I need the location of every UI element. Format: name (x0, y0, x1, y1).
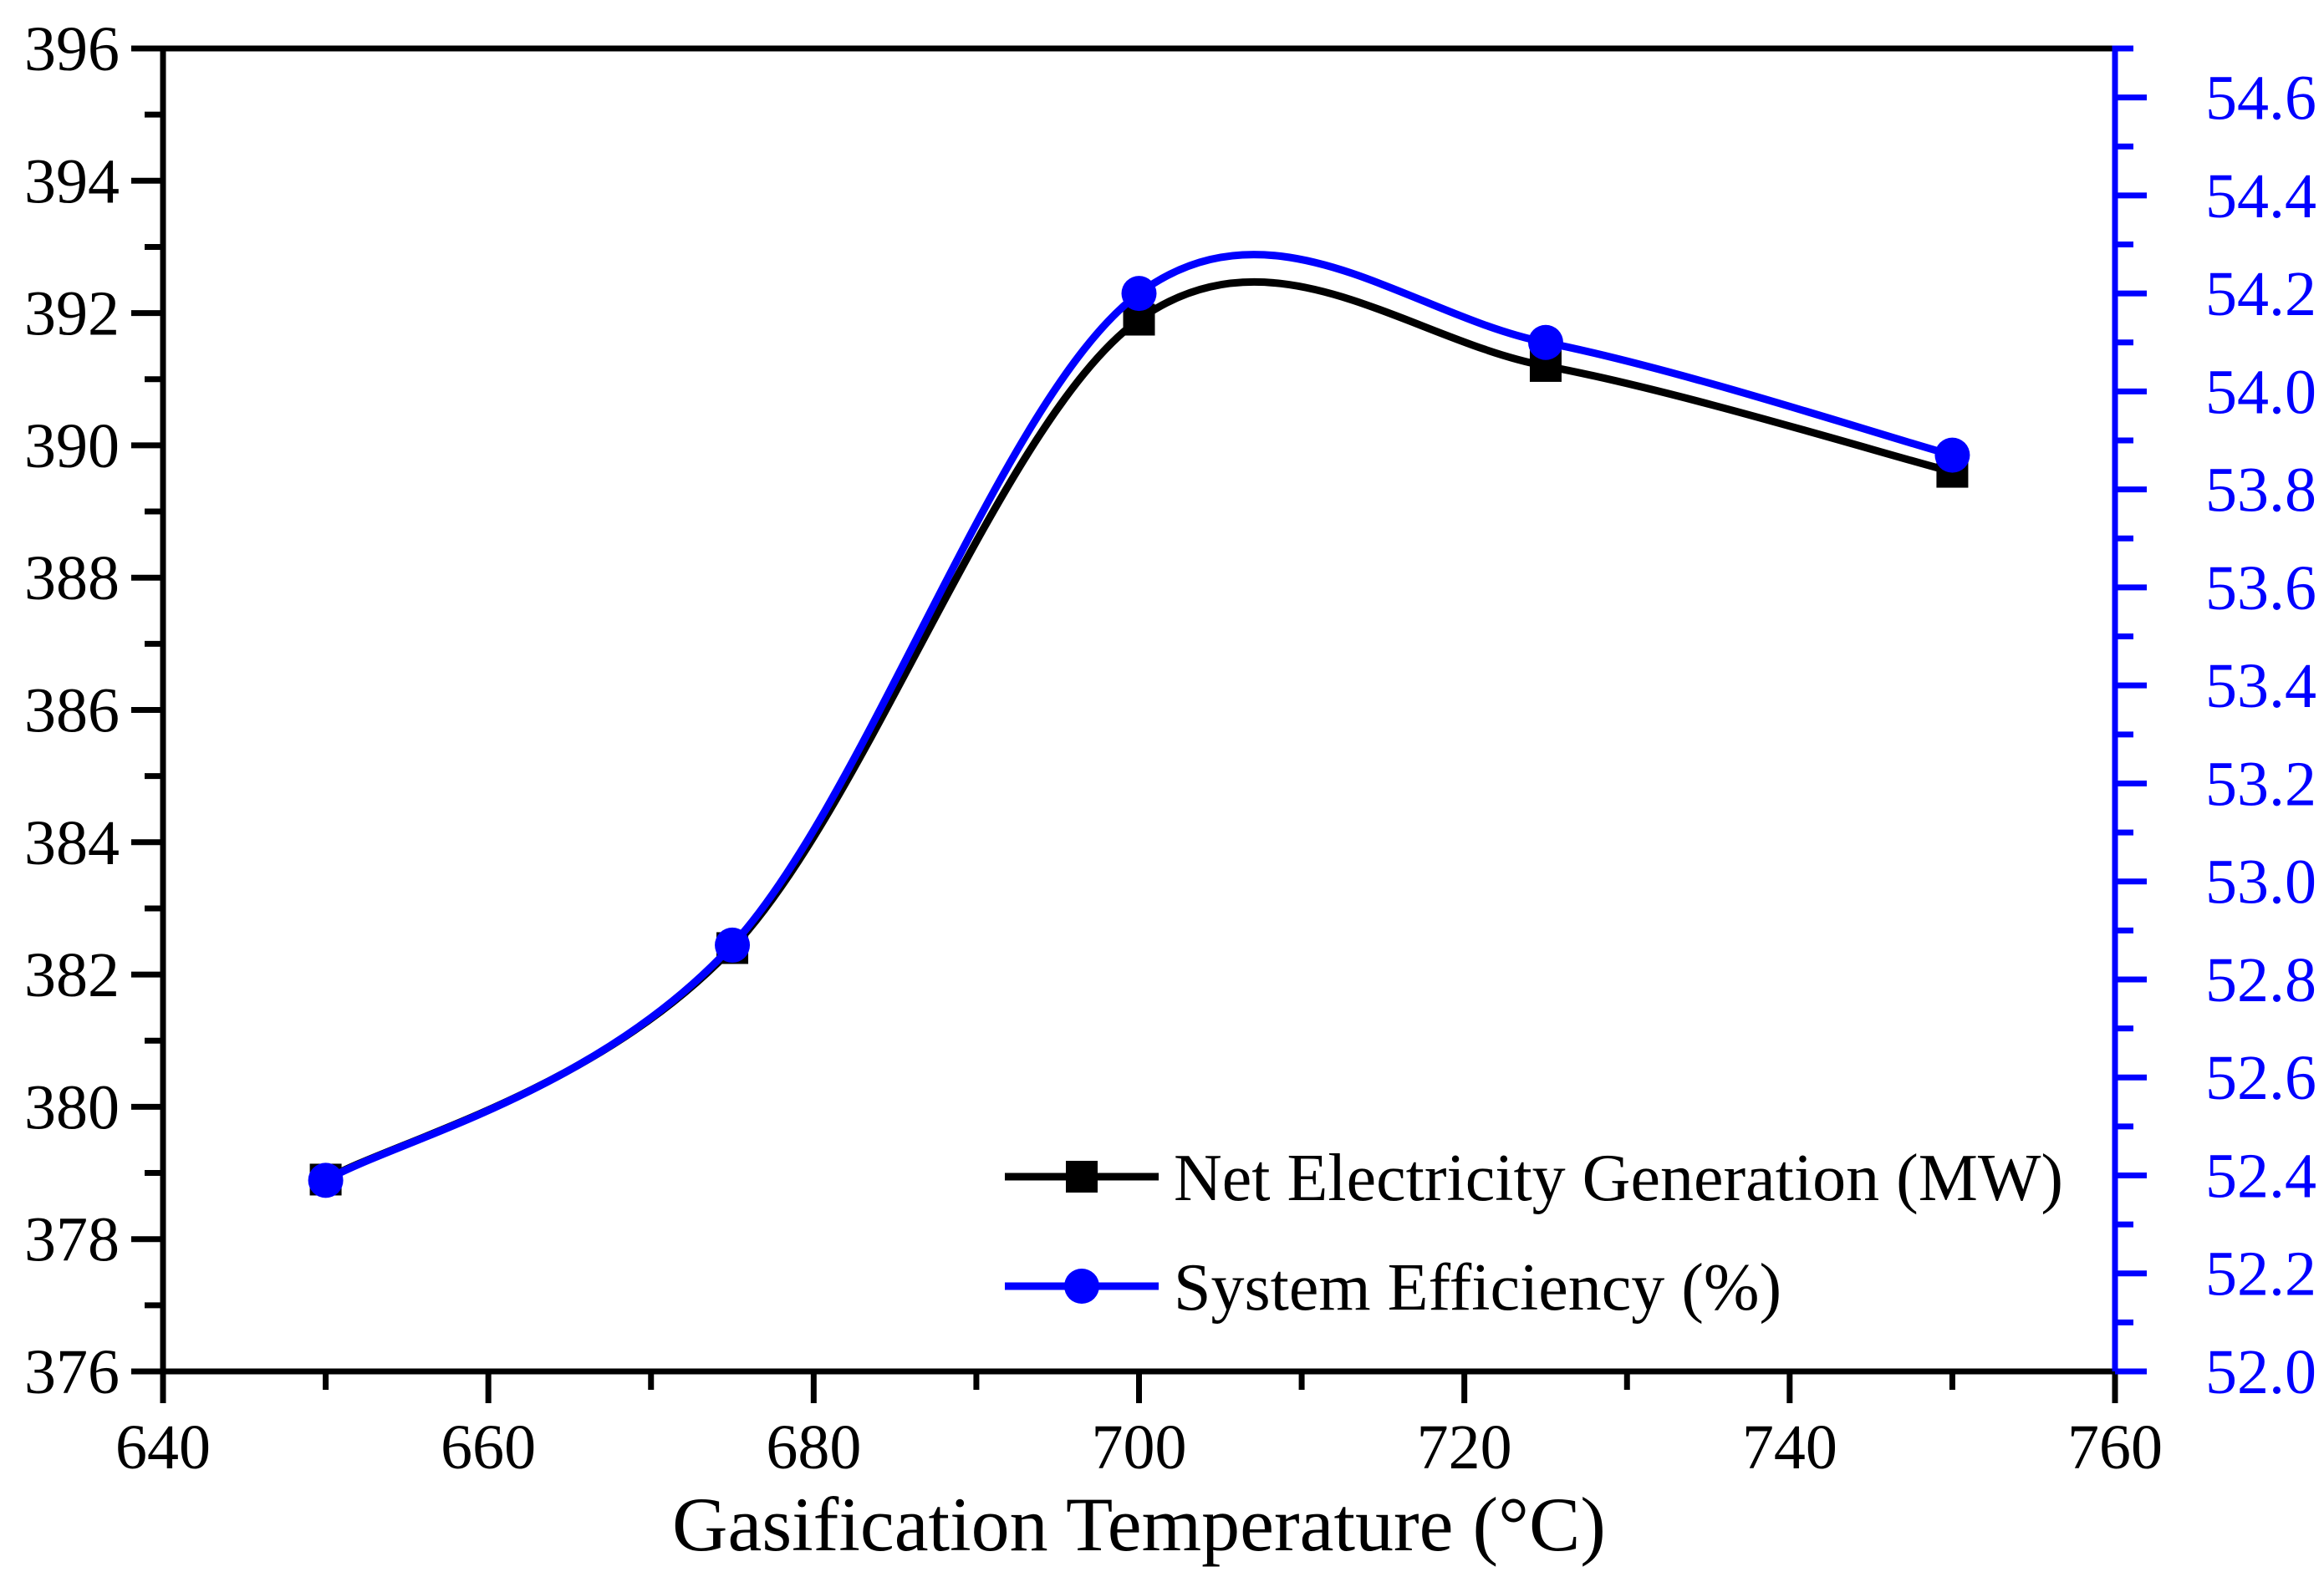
legend-system-efficiency-label: System Efficiency (%) (1174, 1251, 1781, 1325)
x-tick-label: 740 (1742, 1412, 1837, 1483)
y-left-tick-label: 380 (24, 1072, 120, 1142)
net-electricity-curve (324, 277, 1954, 1183)
y-left-tick-label: 378 (24, 1205, 120, 1275)
y-right-tick-label: 53.6 (2205, 553, 2316, 623)
legend-system-efficiency-marker (1064, 1269, 1099, 1304)
system-efficiency-marker (1121, 276, 1157, 312)
y-right-tick-label: 54.4 (2205, 161, 2316, 231)
legend-net-electricity-marker (1066, 1161, 1098, 1193)
y-left-tick-label: 382 (24, 940, 120, 1010)
y-right-tick-label: 52.2 (2205, 1239, 2316, 1310)
system-efficiency-marker (308, 1162, 344, 1198)
y-left-tick-label: 388 (24, 543, 120, 613)
y-right-tick-label: 53.4 (2205, 651, 2316, 721)
y-right-tick-label: 52.4 (2205, 1141, 2316, 1211)
legend-net-electricity-label: Net Electricity Generation (MW) (1174, 1142, 2063, 1215)
x-tick-label: 680 (766, 1412, 861, 1483)
x-tick-label: 660 (441, 1412, 536, 1483)
y-right-tick-label: 53.0 (2205, 847, 2316, 918)
legend-group: Net Electricity Generation (MW) System Ef… (1005, 1142, 2063, 1325)
x-tick-label: 720 (1417, 1412, 1512, 1483)
y-right-tick-label: 54.6 (2205, 64, 2316, 134)
y-right-tick-label: 54.0 (2205, 357, 2316, 427)
y-left-tick-label: 376 (24, 1337, 120, 1407)
x-axis-title: Gasification Temperature (°C) (672, 1482, 1606, 1567)
system-efficiency-marker (1527, 324, 1563, 360)
x-tick-label: 700 (1092, 1412, 1187, 1483)
y-right-tick-label: 53.8 (2205, 455, 2316, 526)
axes-group: 640 660 680 700 720 740 760 376 378 380 382 384 386 3… (24, 14, 2316, 1483)
y-left-tick-label: 396 (24, 14, 120, 84)
titles-group: Gasification Temperature (°C) (672, 1482, 1606, 1567)
y-right-tick-label: 52.0 (2205, 1337, 2316, 1407)
y-left-tick-label: 384 (24, 808, 120, 878)
system-efficiency-curve (324, 251, 1954, 1184)
y-right-tick-label: 52.8 (2205, 945, 2316, 1015)
y-right-tick-label: 52.6 (2205, 1043, 2316, 1113)
y-left-tick-label: 392 (24, 279, 120, 349)
system-efficiency-marker (715, 927, 751, 963)
y-left-tick-label: 390 (24, 411, 120, 481)
x-tick-label: 640 (115, 1412, 211, 1483)
y-right-tick-label: 54.2 (2205, 259, 2316, 329)
system-efficiency-marker (1934, 437, 1970, 473)
series-group (308, 251, 1970, 1198)
y-right-tick-label: 53.2 (2205, 749, 2316, 819)
x-tick-label: 760 (2067, 1412, 2163, 1483)
y-left-tick-label: 394 (24, 146, 120, 216)
y-left-tick-label: 386 (24, 676, 120, 746)
